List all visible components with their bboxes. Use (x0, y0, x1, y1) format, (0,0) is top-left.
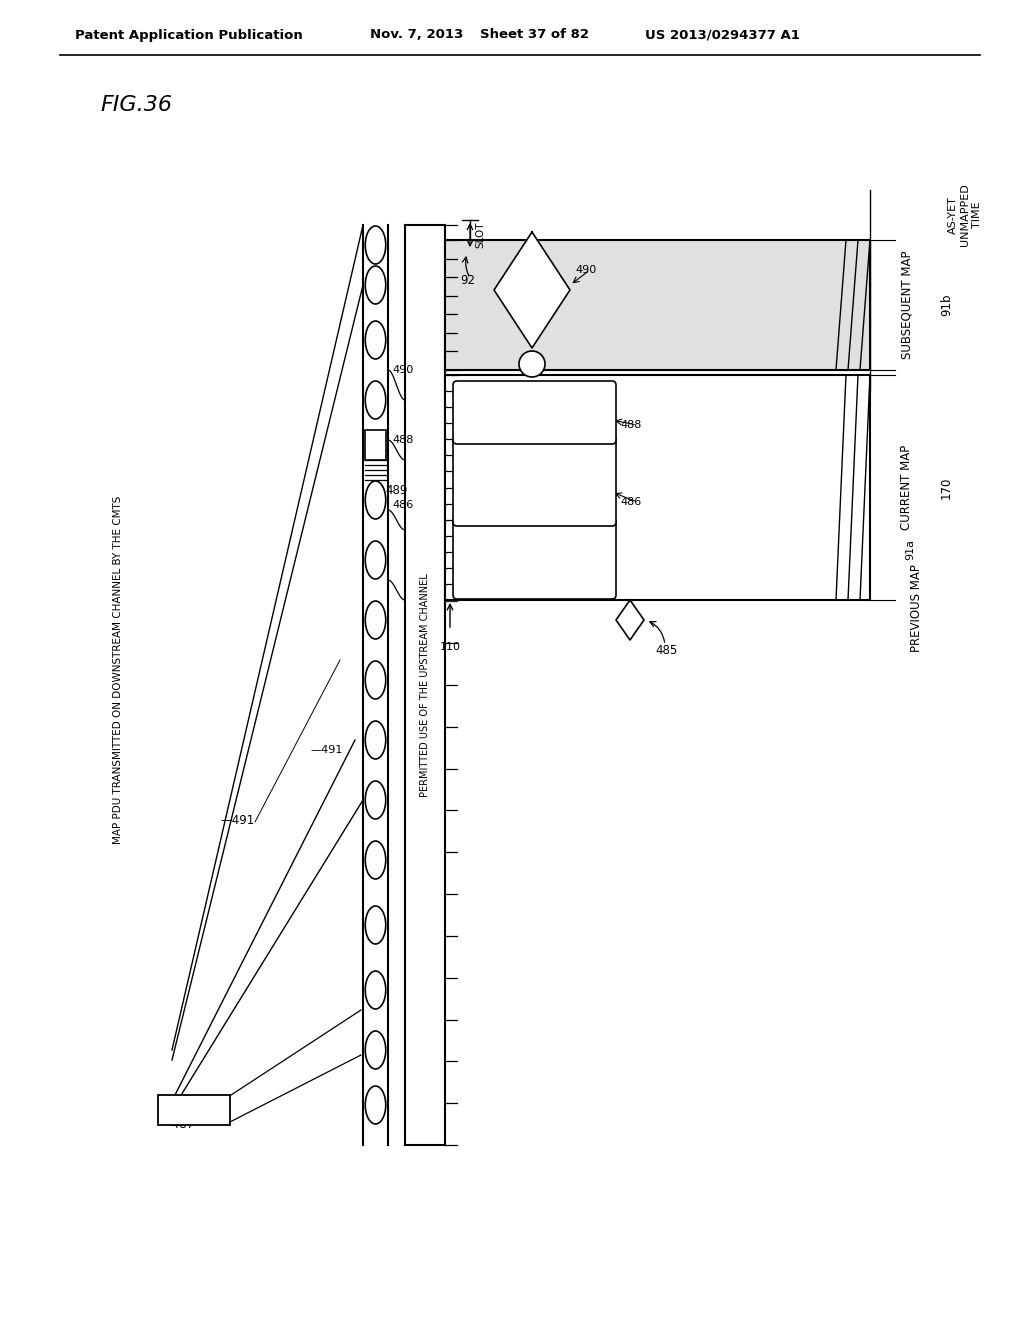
Text: MAP PDU TRANSMITTED ON DOWNSTREAM CHANNEL BY THE CMTS: MAP PDU TRANSMITTED ON DOWNSTREAM CHANNE… (113, 496, 123, 845)
Text: REQUEST CONTENTION
REGION: REQUEST CONTENTION REGION (477, 470, 592, 492)
Ellipse shape (366, 1031, 386, 1069)
Text: 486: 486 (392, 500, 414, 510)
Text: CMtx OPPORTUNITY: CMtx OPPORTUNITY (486, 553, 583, 564)
FancyBboxPatch shape (453, 436, 616, 525)
Polygon shape (494, 232, 570, 348)
Ellipse shape (366, 226, 386, 264)
Text: Sheet 37 of 82: Sheet 37 of 82 (480, 29, 589, 41)
Text: 485: 485 (655, 644, 677, 656)
Ellipse shape (366, 972, 386, 1008)
Text: 110: 110 (439, 642, 461, 652)
Text: 488: 488 (392, 436, 414, 445)
Ellipse shape (366, 1086, 386, 1125)
Text: MAINTENANCE: MAINTENANCE (527, 257, 537, 323)
Text: SLOT: SLOT (475, 222, 485, 248)
Ellipse shape (366, 841, 386, 879)
Circle shape (519, 351, 545, 378)
Text: —491: —491 (310, 744, 342, 755)
Text: MAP PDU: MAP PDU (170, 1105, 218, 1115)
Text: 170: 170 (940, 477, 953, 499)
Polygon shape (616, 601, 644, 640)
Text: 91a: 91a (905, 540, 915, 561)
FancyBboxPatch shape (453, 381, 616, 444)
Ellipse shape (366, 661, 386, 700)
Text: AS-YET
UNMAPPED
TIME: AS-YET UNMAPPED TIME (948, 183, 982, 247)
FancyBboxPatch shape (453, 517, 616, 599)
FancyBboxPatch shape (158, 1096, 230, 1125)
Text: Patent Application Publication: Patent Application Publication (75, 29, 303, 41)
Text: US 2013/0294377 A1: US 2013/0294377 A1 (645, 29, 800, 41)
Ellipse shape (366, 480, 386, 519)
Text: —491: —491 (221, 813, 255, 826)
Text: FIG.36: FIG.36 (100, 95, 172, 115)
Ellipse shape (366, 601, 386, 639)
Bar (365, 430, 386, 459)
Ellipse shape (366, 381, 386, 418)
Text: PREVIOUS MAP: PREVIOUS MAP (910, 565, 923, 652)
Text: CMtx OPPORTUNITY: CMtx OPPORTUNITY (486, 408, 583, 417)
Ellipse shape (366, 541, 386, 579)
Text: 489: 489 (385, 483, 408, 496)
Ellipse shape (366, 721, 386, 759)
Ellipse shape (366, 321, 386, 359)
Ellipse shape (366, 267, 386, 304)
Text: PERMITTED USE OF THE UPSTREAM CHANNEL: PERMITTED USE OF THE UPSTREAM CHANNEL (420, 573, 430, 797)
Text: 490: 490 (392, 366, 414, 375)
Text: Nov. 7, 2013: Nov. 7, 2013 (370, 29, 463, 41)
Text: —487: —487 (160, 1118, 195, 1131)
Ellipse shape (366, 906, 386, 944)
Text: SUBSEQUENT MAP: SUBSEQUENT MAP (900, 251, 913, 359)
Text: CURRENT MAP: CURRENT MAP (900, 445, 913, 531)
Text: 91b: 91b (940, 294, 953, 317)
Text: 488: 488 (620, 420, 641, 430)
Text: 490: 490 (575, 265, 596, 275)
Text: 486: 486 (620, 498, 641, 507)
Ellipse shape (366, 781, 386, 818)
Text: 92: 92 (460, 273, 475, 286)
